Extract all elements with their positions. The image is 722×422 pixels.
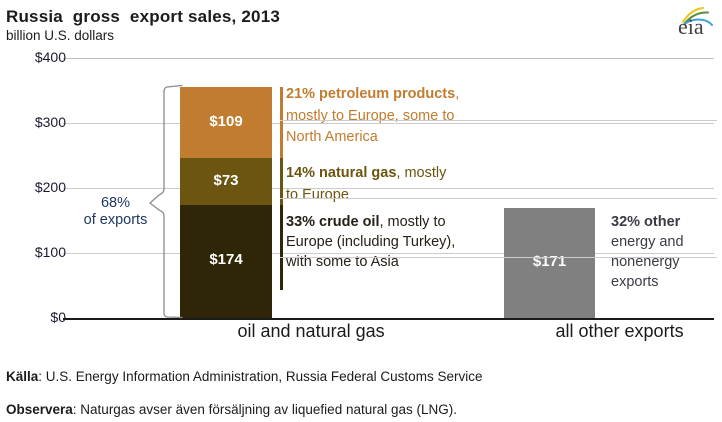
svg-text:eia: eia — [678, 14, 704, 38]
